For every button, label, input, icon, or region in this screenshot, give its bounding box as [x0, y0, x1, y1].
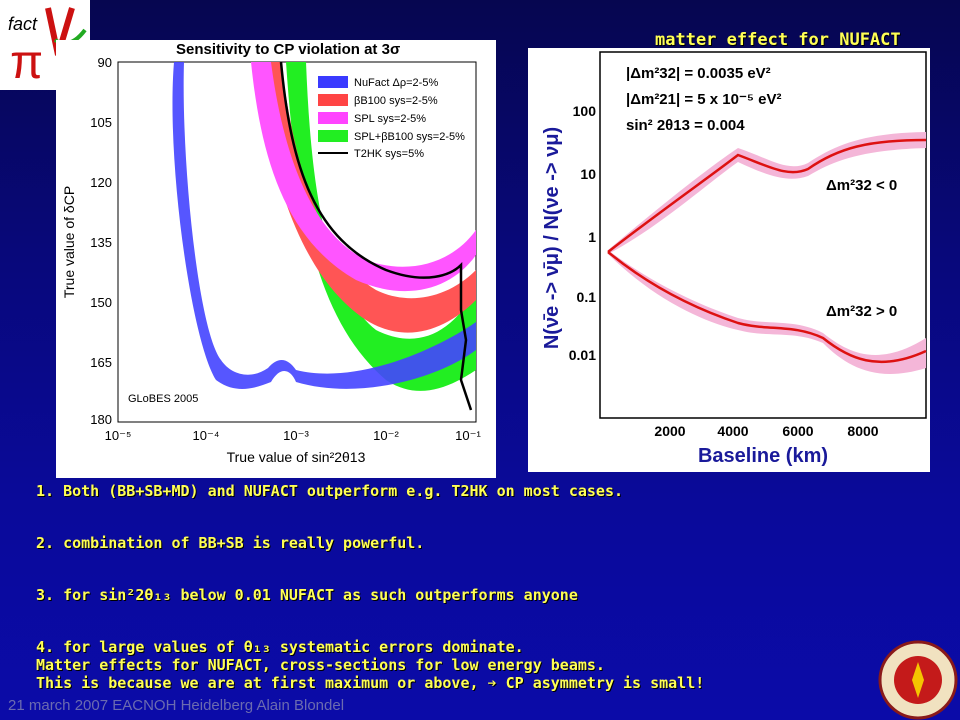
label-negative-hierarchy: Δm²32 < 0 — [826, 177, 897, 194]
annotation: |Δm²21| = 5 x 10⁻⁵ eV² — [626, 91, 781, 108]
y-tick-label: 1 — [588, 229, 596, 245]
y-tick-label: 90 — [98, 55, 112, 70]
bullet-item: Matter effects for NUFACT, cross-section… — [36, 656, 605, 674]
x-axis-label: True value of sin²2θ13 — [227, 449, 366, 465]
x-axis-label: Baseline (km) — [698, 445, 828, 467]
chart-title: Sensitivity to CP violation at 3σ — [176, 41, 400, 58]
y-tick-label: 0.1 — [577, 289, 597, 305]
logo-text: fact — [8, 14, 38, 34]
y-axis-label: True value of δCP — [61, 186, 77, 298]
slide-subtitle: matter effect for NUFACT — [655, 30, 901, 50]
chart-legend: NuFact Δρ=2-5% βB100 sys=2-5% SPL sys=2-… — [318, 76, 465, 160]
bullet-item: 4. for large values of θ₁₃ systematic er… — [36, 638, 524, 656]
cp-violation-chart: Sensitivity to CP violation at 3σ 90 105… — [56, 40, 496, 478]
logo-pi: π — [10, 36, 43, 89]
x-tick-label: 6000 — [782, 423, 813, 439]
y-tick-label: 135 — [90, 235, 112, 250]
bullet-item: 3. for sin²2θ₁₃ below 0.01 NUFACT as suc… — [36, 586, 578, 604]
x-tick-label: 10⁻¹ — [455, 428, 481, 443]
y-tick-label: 105 — [90, 115, 112, 130]
y-tick-label: 165 — [90, 355, 112, 370]
x-tick-label: 10⁻⁵ — [105, 428, 132, 443]
y-tick-label: 180 — [90, 412, 112, 427]
y-tick-label: 0.01 — [569, 347, 596, 363]
slide-footer: 21 march 2007 EACNOH Heidelberg Alain Bl… — [8, 697, 345, 714]
bullet-item: This is because we are at first maximum … — [36, 674, 705, 692]
x-tick-label: 4000 — [717, 423, 748, 439]
y-tick-label: 10 — [580, 166, 596, 182]
bullet-item: 2. combination of BB+SB is really powerf… — [36, 534, 425, 552]
university-seal-icon — [878, 640, 958, 720]
y-tick-label: 150 — [90, 295, 112, 310]
legend-entry: SPL+βB100 sys=2-5% — [354, 131, 465, 143]
x-tick-label: 10⁻⁴ — [193, 428, 220, 443]
y-tick-label: 120 — [90, 175, 112, 190]
legend-entry: SPL sys=2-5% — [354, 113, 426, 125]
matter-effect-chart: 100 10 1 0.1 0.01 2000 4000 6000 8000 Ba… — [528, 48, 930, 472]
x-tick-label: 10⁻² — [373, 428, 399, 443]
bullet-list: 1. Both (BB+SB+MD) and NUFACT outperform… — [36, 482, 916, 692]
annotation: sin² 2θ13 = 0.004 — [626, 117, 745, 134]
bullet-item: 1. Both (BB+SB+MD) and NUFACT outperform… — [36, 482, 623, 500]
x-tick-label: 2000 — [654, 423, 685, 439]
y-tick-label: 100 — [573, 103, 597, 119]
legend-entry: T2HK sys=5% — [354, 148, 424, 160]
annotation: |Δm²32| = 0.0035 eV² — [626, 65, 771, 82]
y-axis-label: N(ν̄e -> ν̄μ) / N(νe -> νμ) — [541, 127, 563, 349]
label-positive-hierarchy: Δm²32 > 0 — [826, 303, 897, 320]
legend-entry: βB100 sys=2-5% — [354, 95, 438, 107]
globes-watermark: GLoBES 2005 — [128, 393, 198, 405]
x-tick-label: 10⁻³ — [283, 428, 309, 443]
x-tick-label: 8000 — [847, 423, 878, 439]
legend-entry: NuFact Δρ=2-5% — [354, 77, 438, 89]
